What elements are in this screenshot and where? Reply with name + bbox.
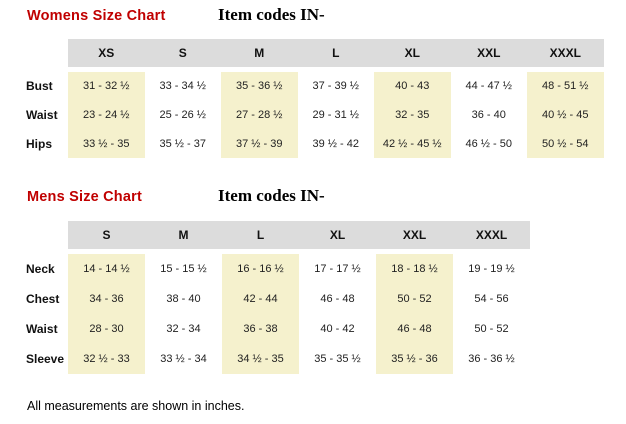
- size-value-cell: 33 - 34 ½: [159, 80, 206, 93]
- size-column-header: L: [222, 221, 299, 249]
- womens-size-table: XS S M L XL XXL XXXL Bust 31 - 32 ½ 33 - 34 ½ 35 -…: [0, 39, 604, 159]
- size-value-cell: 18 - 18 ½: [376, 254, 453, 284]
- row-label: Waist: [26, 322, 58, 336]
- size-value-cell: 40 ½ - 45: [527, 100, 604, 130]
- size-value-cell: 33 ½ - 35: [68, 129, 145, 159]
- size-column-header: S: [144, 39, 221, 67]
- size-value-cell: 14 - 14 ½: [68, 254, 145, 284]
- size-value-cell: 27 - 28 ½: [221, 100, 298, 130]
- size-value-cell: 32 ½ - 33: [68, 344, 145, 374]
- size-value-cell: 28 - 30: [68, 314, 145, 344]
- measurement-row: Neck 14 - 14 ½ 15 - 15 ½ 16 - 16 ½ 17 - 17 ½…: [0, 254, 530, 284]
- size-value-cell: 40 - 42: [320, 323, 355, 335]
- size-value-cell: 34 - 36: [68, 284, 145, 314]
- size-value-cell: 31 - 32 ½: [68, 72, 145, 101]
- size-value-cell: 54 - 56: [474, 293, 509, 305]
- measurement-row: Chest 34 - 36 38 - 40 42 - 44 46 - 48 50 - 52…: [0, 284, 530, 314]
- size-column-header: XXL: [376, 221, 453, 249]
- measurement-row: Bust 31 - 32 ½ 33 - 34 ½ 35 - 36 ½ 37 - 39 ½…: [0, 72, 604, 101]
- size-value-cell: 42 - 44: [222, 284, 299, 314]
- measurement-row: Waist 28 - 30 32 - 34 36 - 38 40 - 42 46 - 48…: [0, 314, 530, 344]
- size-value-cell: 37 - 39 ½: [312, 80, 359, 93]
- size-value-cell: 50 - 52: [376, 284, 453, 314]
- table-corner-cell: [0, 39, 68, 67]
- size-value-cell: 29 - 31 ½: [312, 109, 359, 122]
- size-value-cell: 36 - 40: [471, 109, 506, 122]
- row-label: Neck: [26, 262, 55, 276]
- size-column-header: XL: [299, 221, 376, 249]
- size-value-cell: 46 ½ - 50: [465, 137, 512, 150]
- size-column-header: M: [145, 221, 222, 249]
- size-value-cell: 50 - 52: [474, 323, 509, 335]
- size-value-cell: 33 ½ - 34: [160, 353, 207, 365]
- size-column-header: M: [221, 39, 298, 67]
- size-value-cell: 15 - 15 ½: [160, 263, 207, 275]
- size-value-cell: 23 - 24 ½: [68, 100, 145, 130]
- size-column-header: XS: [68, 39, 145, 67]
- size-value-cell: 32 - 34: [166, 323, 201, 335]
- size-value-cell: 35 ½ - 36: [376, 344, 453, 374]
- size-value-cell: 16 - 16 ½: [222, 254, 299, 284]
- size-column-header: S: [68, 221, 145, 249]
- size-value-cell: 40 - 43: [374, 72, 451, 101]
- size-value-cell: 35 - 36 ½: [221, 72, 298, 101]
- measurement-row: Waist 23 - 24 ½ 25 - 26 ½ 27 - 28 ½ 29 - 31 …: [0, 100, 604, 130]
- size-column-header: XXL: [450, 39, 527, 67]
- measurement-row: Hips 33 ½ - 35 35 ½ - 37 37 ½ - 39 39 ½ - 42…: [0, 129, 604, 159]
- size-column-header: XXXL: [527, 39, 604, 67]
- size-value-cell: 38 - 40: [166, 293, 201, 305]
- size-value-cell: 48 - 51 ½: [527, 72, 604, 101]
- size-value-cell: 50 ½ - 54: [527, 129, 604, 159]
- size-value-cell: 44 - 47 ½: [465, 80, 512, 93]
- size-value-cell: 39 ½ - 42: [312, 137, 359, 150]
- size-value-cell: 34 ½ - 35: [222, 344, 299, 374]
- table-header-row: XS S M L XL XXL XXXL: [0, 39, 604, 67]
- mens-item-codes-label: Item codes IN-: [218, 186, 325, 205]
- size-value-cell: 42 ½ - 45 ½: [374, 129, 451, 159]
- row-label: Waist: [26, 108, 58, 123]
- size-value-cell: 37 ½ - 39: [221, 129, 298, 159]
- womens-item-codes-label: Item codes IN-: [218, 5, 325, 24]
- size-value-cell: 35 - 35 ½: [314, 353, 361, 365]
- size-value-cell: 46 - 48: [376, 314, 453, 344]
- size-value-cell: 36 - 36 ½: [468, 353, 515, 365]
- measurement-row: Sleeve 32 ½ - 33 33 ½ - 34 34 ½ - 35 35 - 35…: [0, 344, 530, 374]
- size-value-cell: 25 - 26 ½: [159, 109, 206, 122]
- size-column-header: XXXL: [453, 221, 530, 249]
- size-column-header: XL: [374, 39, 451, 67]
- table-corner-cell: [0, 221, 68, 249]
- mens-size-table: S M L XL XXL XXXL Neck 14 - 14 ½ 15 - 15 ½ 16 - 1…: [0, 221, 530, 374]
- row-label: Hips: [26, 136, 53, 151]
- size-value-cell: 46 - 48: [320, 293, 355, 305]
- size-column-header: L: [297, 39, 374, 67]
- mens-section-title: Mens Size Chart: [27, 189, 142, 205]
- row-label: Chest: [26, 292, 60, 306]
- size-value-cell: 32 - 35: [374, 100, 451, 130]
- table-header-row: S M L XL XXL XXXL: [0, 221, 530, 249]
- row-label: Sleeve: [26, 352, 65, 366]
- size-value-cell: 17 - 17 ½: [314, 263, 361, 275]
- row-label: Bust: [26, 79, 53, 94]
- size-value-cell: 35 ½ - 37: [159, 137, 206, 150]
- size-value-cell: 36 - 38: [222, 314, 299, 344]
- measurements-footer-note: All measurements are shown in inches.: [27, 399, 245, 413]
- size-value-cell: 19 - 19 ½: [468, 263, 515, 275]
- womens-section-title: Womens Size Chart: [27, 8, 166, 24]
